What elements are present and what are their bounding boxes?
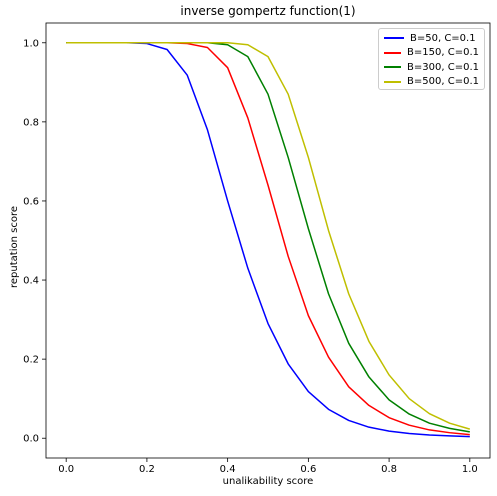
x-tick-label: 0.0 [58, 464, 74, 475]
plot-frame [45, 22, 491, 459]
chart-title: inverse gompertz function(1) [180, 4, 356, 18]
y-tick-label: 1.0 [23, 38, 39, 49]
legend-label: B=500, C=0.1 [407, 76, 479, 88]
legend-label: B=150, C=0.1 [407, 47, 479, 59]
y-tick-label: 0.6 [23, 196, 39, 207]
legend-swatch [384, 80, 402, 83]
x-tick-label: 0.4 [220, 464, 236, 475]
legend-swatch [384, 37, 404, 40]
legend-label: B=300, C=0.1 [407, 61, 479, 73]
x-tick-label: 0.8 [381, 464, 397, 475]
legend-swatch [384, 51, 402, 54]
series-layer [66, 42, 471, 438]
axes-frame [45, 22, 491, 459]
series-line-3 [66, 42, 471, 430]
x-tick-label: 0.2 [139, 464, 155, 475]
legend-label: B=50, C=0.1 [410, 32, 476, 44]
y-tick-label: 0.4 [23, 276, 39, 287]
x-tick-label: 0.6 [300, 464, 316, 475]
x-tick-label: 1.0 [462, 464, 478, 475]
y-axis-label: reputation score [9, 206, 20, 288]
y-tick-label: 0.2 [23, 355, 39, 366]
legend-item: B=150, C=0.1 [384, 46, 479, 61]
series-line-2 [66, 42, 470, 433]
x-axis-label: unalikability score [222, 476, 314, 487]
legend-item: B=500, C=0.1 [384, 75, 479, 90]
tick-layer: 0.0 0.2 0.4 0.6 0.8 1.0 0.0 0.2 0.4 0.6 0.8 1.0 [23, 38, 478, 475]
legend-item: B=50, C=0.1 [384, 31, 479, 46]
y-tick-label: 0.8 [23, 117, 39, 128]
legend-swatch [384, 66, 402, 69]
series-line-0 [66, 42, 470, 438]
y-tick-label: 0.0 [23, 434, 39, 445]
series-line-1 [66, 42, 470, 436]
legend-item: B=300, C=0.1 [384, 60, 479, 75]
legend: B=50, C=0.1 B=150, C=0.1 B=300, C=0.1 B=… [378, 28, 485, 90]
